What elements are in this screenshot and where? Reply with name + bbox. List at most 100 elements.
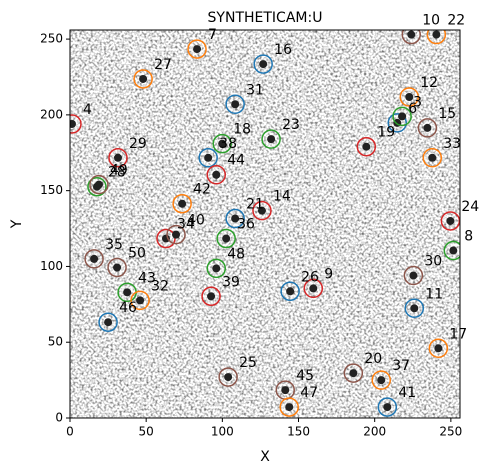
source-circle — [261, 129, 281, 149]
source-circle — [428, 338, 449, 359]
source-label: 29 — [129, 136, 147, 152]
source-label: 47 — [300, 385, 318, 401]
source-label: 18 — [233, 122, 251, 138]
star — [285, 403, 294, 412]
y-tick-label: 100 — [40, 259, 63, 273]
source-circle — [392, 106, 412, 127]
star — [259, 60, 268, 69]
star — [90, 254, 99, 263]
x-tick-label: 200 — [363, 425, 386, 439]
star — [267, 135, 276, 144]
source-circle — [187, 39, 207, 59]
star — [362, 142, 371, 151]
source-label: 24 — [461, 199, 479, 215]
source-circle — [377, 397, 398, 417]
star — [383, 403, 392, 412]
source-label: 10 — [422, 13, 440, 29]
star — [231, 214, 240, 223]
source-circle — [218, 367, 238, 387]
source-label: 9 — [324, 266, 333, 282]
source-label: 6 — [408, 101, 417, 117]
star — [172, 230, 181, 239]
source-label: 19 — [377, 125, 395, 141]
source-label: 17 — [449, 326, 467, 342]
star — [139, 74, 148, 83]
source-circle — [216, 228, 236, 249]
star — [405, 92, 414, 101]
source-circle — [387, 113, 407, 133]
star — [257, 206, 266, 215]
star — [434, 344, 443, 353]
source-label: 48 — [227, 246, 245, 262]
source-label: 40 — [187, 213, 205, 229]
source-label: 36 — [237, 217, 255, 233]
star — [407, 30, 416, 39]
star — [193, 45, 202, 54]
source-label: 26 — [301, 269, 319, 285]
source-circle — [225, 208, 245, 229]
source-circle — [399, 87, 420, 107]
star — [231, 100, 240, 109]
source-circle — [107, 257, 127, 278]
source-circle — [422, 148, 443, 168]
source-label: 23 — [282, 117, 300, 133]
source-label: 22 — [447, 13, 465, 29]
source-circle — [89, 174, 109, 195]
star — [410, 304, 419, 313]
x-tick-label: 100 — [211, 425, 234, 439]
star — [178, 199, 187, 208]
source-label: 8 — [464, 229, 473, 245]
source-circle — [108, 148, 128, 168]
source-circle — [426, 30, 447, 45]
source-label: 3 — [413, 94, 422, 110]
star — [123, 288, 132, 297]
y-tick-label: 50 — [48, 335, 63, 349]
source-label: 42 — [193, 182, 211, 198]
chart-title: SYNTHETICAM:U — [208, 10, 323, 26]
source-circle — [156, 228, 176, 249]
y-tick-label: 250 — [40, 32, 63, 46]
y-tick-label: 0 — [55, 411, 63, 425]
star — [281, 386, 290, 395]
x-axis-label: X — [260, 449, 270, 465]
source-circle — [206, 164, 226, 185]
star — [70, 119, 76, 128]
star — [212, 264, 221, 273]
source-circle — [130, 290, 150, 311]
source-circle — [253, 54, 273, 74]
source-label: 12 — [420, 75, 438, 91]
source-circle — [403, 265, 424, 286]
source-label: 30 — [424, 254, 442, 270]
source-circle — [98, 312, 118, 332]
image-noise — [70, 30, 460, 418]
source-label: 27 — [154, 57, 172, 73]
source-circle — [201, 286, 221, 307]
star — [449, 246, 458, 255]
source-label: 46 — [119, 300, 137, 316]
x-tick-label: 150 — [287, 425, 310, 439]
source-circle — [198, 148, 218, 168]
star — [398, 112, 407, 121]
star — [212, 170, 221, 179]
source-circle — [417, 118, 438, 138]
source-circle — [225, 94, 245, 115]
source-label: 32 — [151, 278, 169, 294]
source-label: 14 — [273, 189, 291, 205]
source-circle — [133, 69, 153, 89]
source-label: 4 — [83, 102, 92, 118]
source-circle — [84, 249, 104, 269]
source-label: 21 — [246, 197, 264, 213]
star — [286, 287, 295, 296]
x-tick-label: 250 — [439, 425, 462, 439]
y-axis-label: Y — [9, 219, 25, 229]
star — [428, 153, 437, 162]
source-circle — [371, 370, 391, 390]
source-circle — [166, 224, 186, 245]
star — [136, 296, 145, 305]
source-circle — [87, 176, 107, 197]
source-label: 50 — [128, 245, 146, 261]
source-label: 28 — [108, 165, 126, 181]
star — [309, 284, 318, 293]
source-label: 38 — [219, 136, 237, 152]
